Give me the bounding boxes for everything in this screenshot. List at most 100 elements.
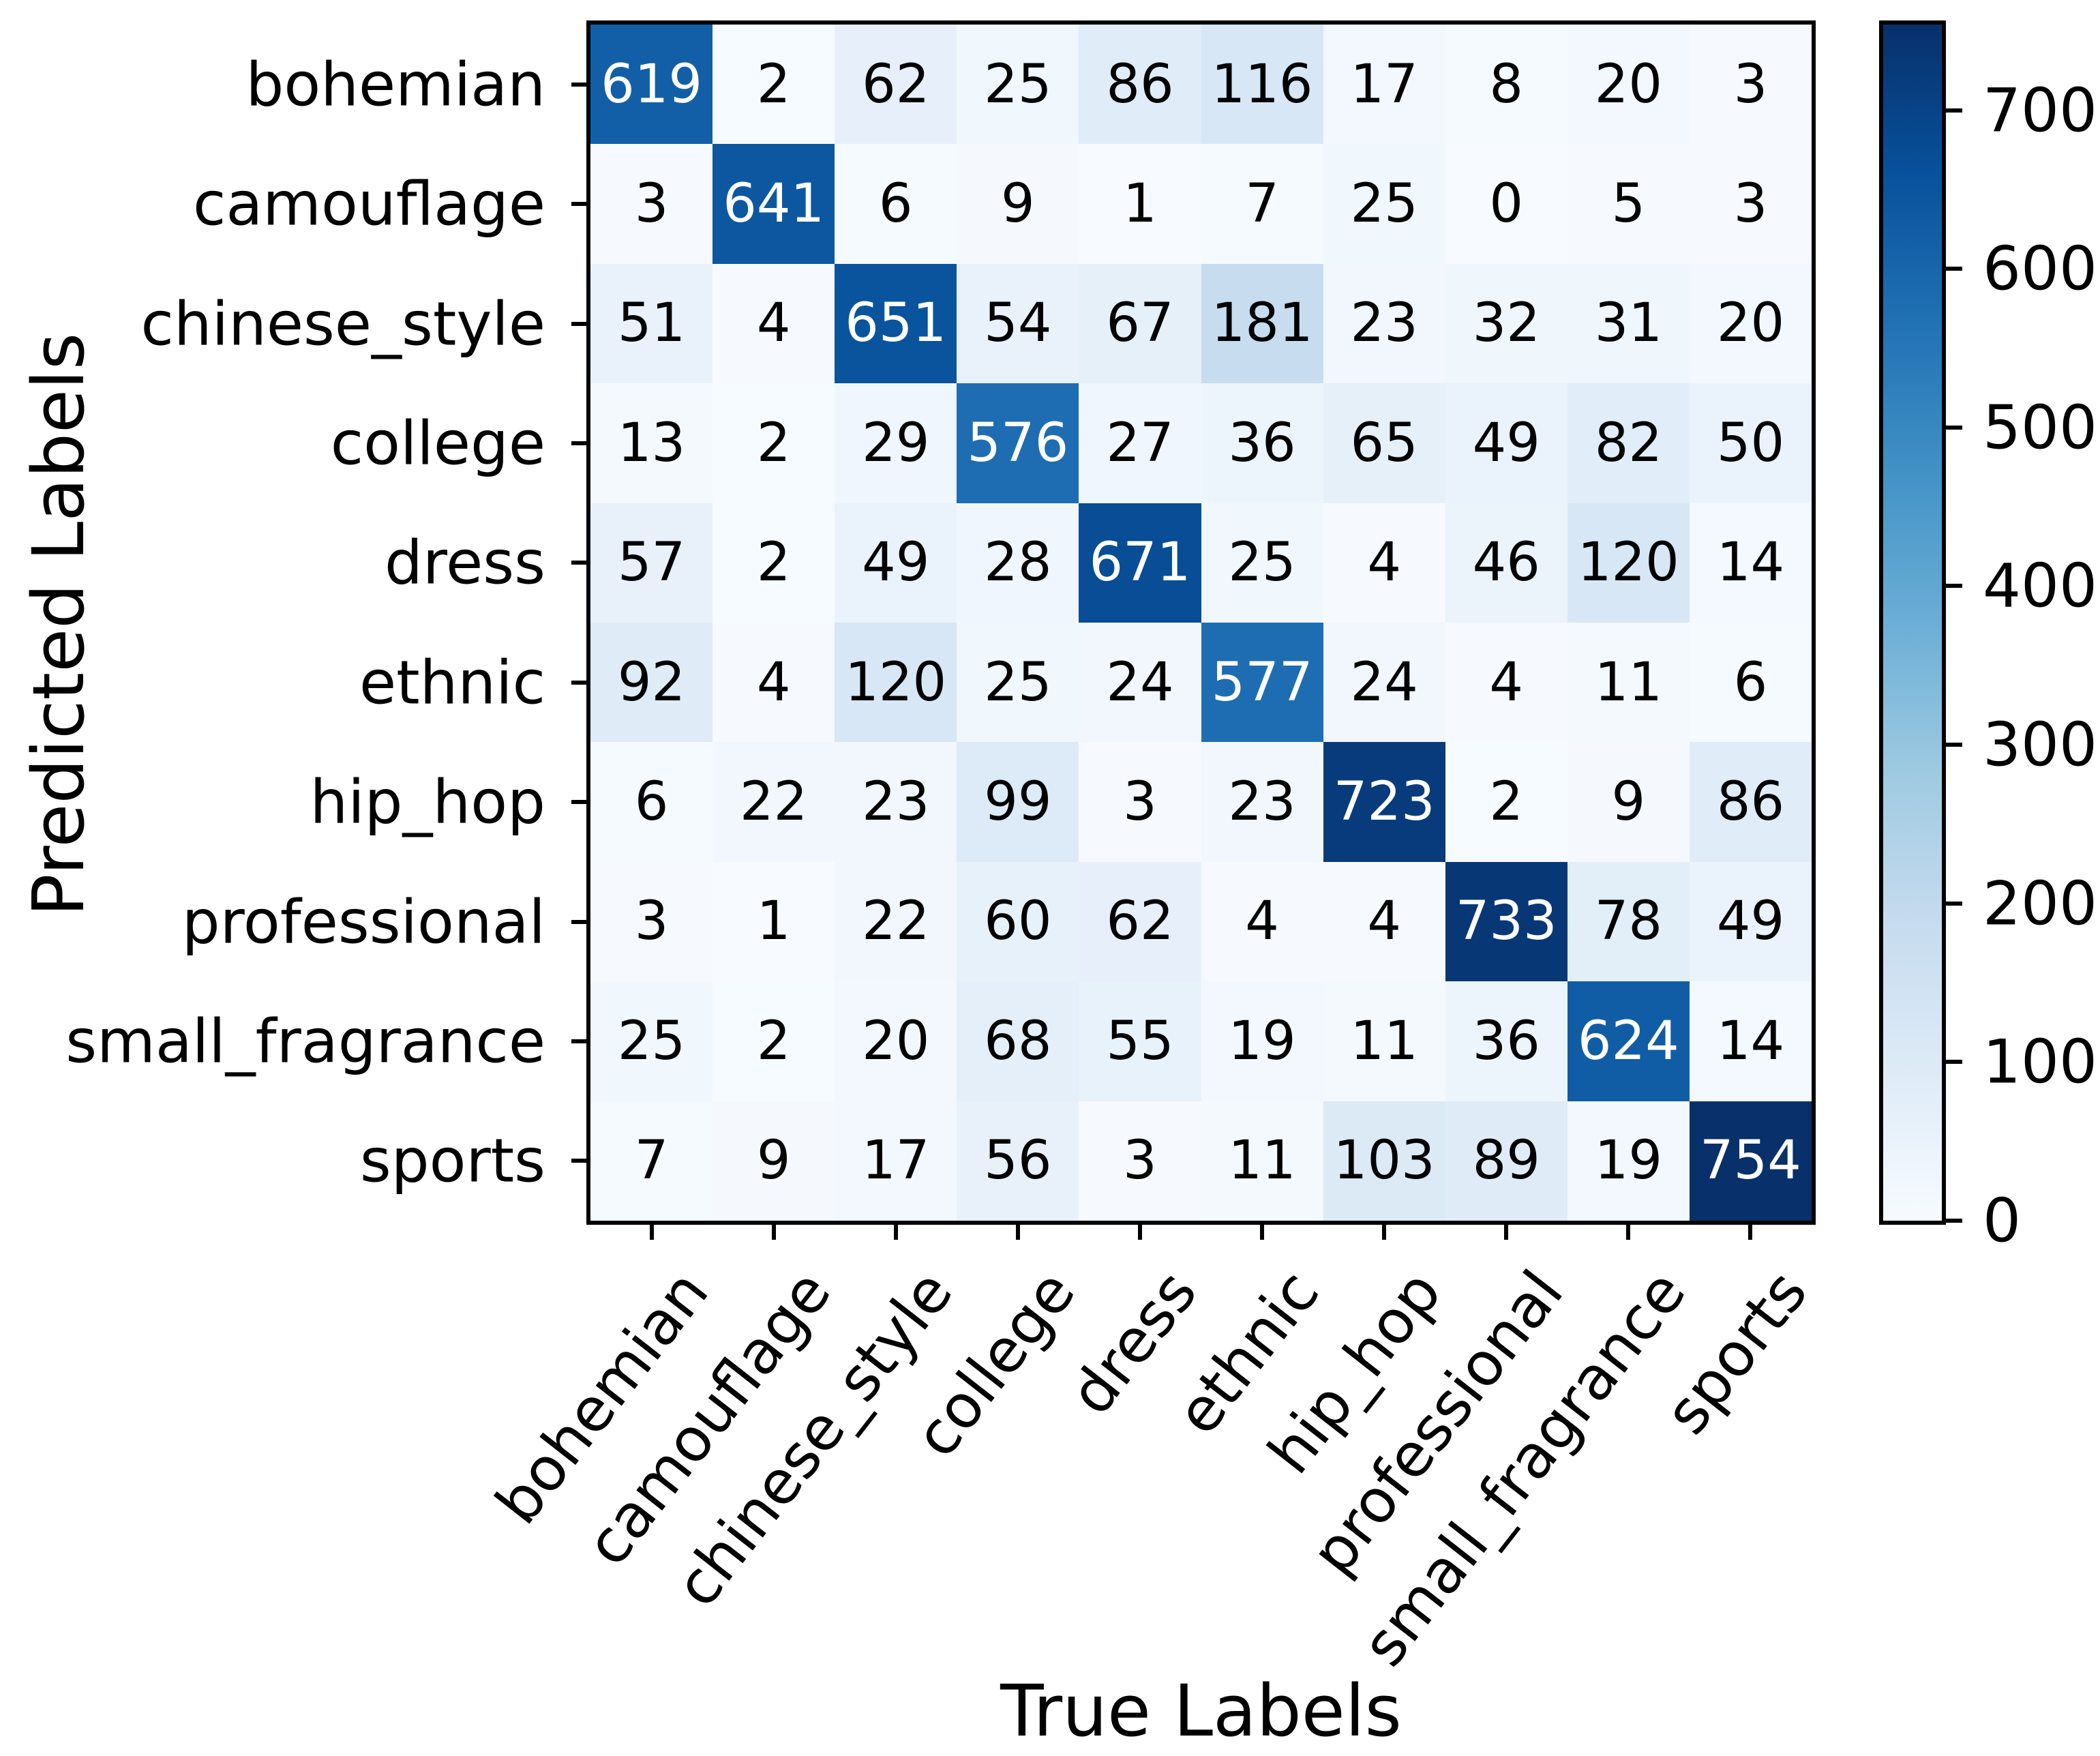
colorbar-tick-mark [1942, 108, 1962, 113]
heatmap-cell: 9 [1567, 742, 1690, 862]
heatmap-cell: 86 [1079, 25, 1201, 145]
heatmap-cell: 723 [1323, 742, 1445, 862]
heatmap-cell: 120 [835, 622, 957, 743]
heatmap-cell: 6 [590, 742, 713, 862]
heatmap-cell: 32 [1445, 263, 1567, 384]
heatmap-cell: 14 [1689, 503, 1812, 623]
x-tick-mark [649, 1221, 654, 1240]
y-tick-label: dress [385, 527, 545, 598]
heatmap-cell: 3 [1689, 144, 1812, 264]
heatmap-cell: 19 [1567, 1101, 1690, 1221]
heatmap-cell: 23 [835, 742, 957, 862]
colorbar-tick-label: 0 [1983, 1185, 2021, 1256]
heatmap-cell: 19 [1201, 981, 1323, 1101]
colorbar [1879, 20, 1946, 1225]
heatmap-cell: 576 [957, 383, 1079, 503]
heatmap-cell: 20 [835, 981, 957, 1101]
colorbar-tick-mark [1942, 425, 1962, 430]
y-tick-mark [571, 1159, 590, 1163]
heatmap-cell: 2 [712, 383, 835, 503]
heatmap-grid: 619 2 62 25 86 116 17 8 20 3 3 641 6 9 1 7 25 0 5 3 51 4 651 54… [586, 20, 1816, 1225]
heatmap-cell: 619 [590, 25, 713, 145]
heatmap-cell: 31 [1567, 263, 1690, 384]
heatmap-cell: 754 [1689, 1101, 1812, 1221]
heatmap-cell: 49 [1445, 383, 1567, 503]
heatmap-cell: 89 [1445, 1101, 1567, 1221]
heatmap-cell: 17 [835, 1101, 957, 1221]
x-tick-mark [1748, 1221, 1753, 1240]
heatmap-cell: 11 [1201, 1101, 1323, 1221]
heatmap-cell: 624 [1567, 981, 1690, 1101]
heatmap-cell: 25 [1323, 144, 1445, 264]
colorbar-tick-label: 700 [1983, 75, 2097, 146]
heatmap-cell: 25 [590, 981, 713, 1101]
heatmap-cell: 55 [1079, 981, 1201, 1101]
heatmap-cell: 62 [835, 25, 957, 145]
heatmap-cell: 6 [1689, 622, 1812, 743]
colorbar-tick-mark [1942, 901, 1962, 906]
x-tick-mark [1015, 1221, 1020, 1240]
heatmap-cell: 67 [1079, 263, 1201, 384]
heatmap-cell: 36 [1445, 981, 1567, 1101]
y-tick-mark [571, 919, 590, 924]
y-tick-mark [571, 1039, 590, 1043]
y-tick-label: hip_hop [310, 767, 545, 837]
heatmap-cell: 25 [957, 25, 1079, 145]
heatmap-cell: 20 [1567, 25, 1690, 145]
y-tick-mark [571, 800, 590, 805]
y-tick-label: bohemian [245, 49, 545, 120]
heatmap-cell: 11 [1567, 622, 1690, 743]
heatmap-cell: 22 [712, 742, 835, 862]
heatmap-cell: 46 [1445, 503, 1567, 623]
heatmap-cell: 49 [1689, 861, 1812, 982]
colorbar-tick-mark [1942, 1060, 1962, 1065]
heatmap-cell: 4 [1323, 861, 1445, 982]
colorbar-tick-label: 400 [1983, 550, 2097, 621]
heatmap-cell: 3 [590, 861, 713, 982]
y-tick-mark [571, 82, 590, 87]
y-tick-label: sports [359, 1125, 545, 1196]
heatmap-cell: 733 [1445, 861, 1567, 982]
heatmap-cell: 82 [1567, 383, 1690, 503]
heatmap-cell: 5 [1567, 144, 1690, 264]
y-tick-label: camouflage [193, 168, 545, 239]
heatmap-cell: 2 [712, 25, 835, 145]
colorbar-tick-mark [1942, 1219, 1962, 1223]
heatmap-cell: 577 [1201, 622, 1323, 743]
heatmap-cell: 17 [1323, 25, 1445, 145]
heatmap-cell: 14 [1689, 981, 1812, 1101]
heatmap-cell: 57 [590, 503, 713, 623]
heatmap-cell: 8 [1445, 25, 1567, 145]
y-axis-title: Predicted Labels [17, 332, 100, 917]
heatmap-cell: 92 [590, 622, 713, 743]
heatmap-cell: 651 [835, 263, 957, 384]
heatmap-cell: 54 [957, 263, 1079, 384]
heatmap-cell: 86 [1689, 742, 1812, 862]
heatmap-cell: 1 [1079, 144, 1201, 264]
heatmap-cell: 641 [712, 144, 835, 264]
heatmap-cell: 65 [1323, 383, 1445, 503]
heatmap-cell: 3 [1689, 25, 1812, 145]
heatmap-cell: 116 [1201, 25, 1323, 145]
heatmap-cell: 20 [1689, 263, 1812, 384]
heatmap-cell: 0 [1445, 144, 1567, 264]
heatmap-cell: 27 [1079, 383, 1201, 503]
x-axis-title: True Labels [1000, 1669, 1402, 1753]
heatmap-cell: 56 [957, 1101, 1079, 1221]
y-tick-label: small_fragrance [65, 1006, 545, 1077]
heatmap-cell: 4 [1201, 861, 1323, 982]
colorbar-tick-mark [1942, 584, 1962, 589]
y-tick-label: ethnic [359, 647, 545, 718]
heatmap-cell: 22 [835, 861, 957, 982]
heatmap-cell: 2 [712, 981, 835, 1101]
colorbar-tick-label: 100 [1983, 1026, 2097, 1097]
x-tick-mark [893, 1221, 898, 1240]
heatmap-cell: 13 [590, 383, 713, 503]
heatmap-cell: 24 [1323, 622, 1445, 743]
heatmap-cell: 99 [957, 742, 1079, 862]
heatmap-cell: 3 [1079, 742, 1201, 862]
heatmap-cell: 24 [1079, 622, 1201, 743]
heatmap-cell: 60 [957, 861, 1079, 982]
colorbar-tick-mark [1942, 743, 1962, 747]
heatmap-cell: 1 [712, 861, 835, 982]
